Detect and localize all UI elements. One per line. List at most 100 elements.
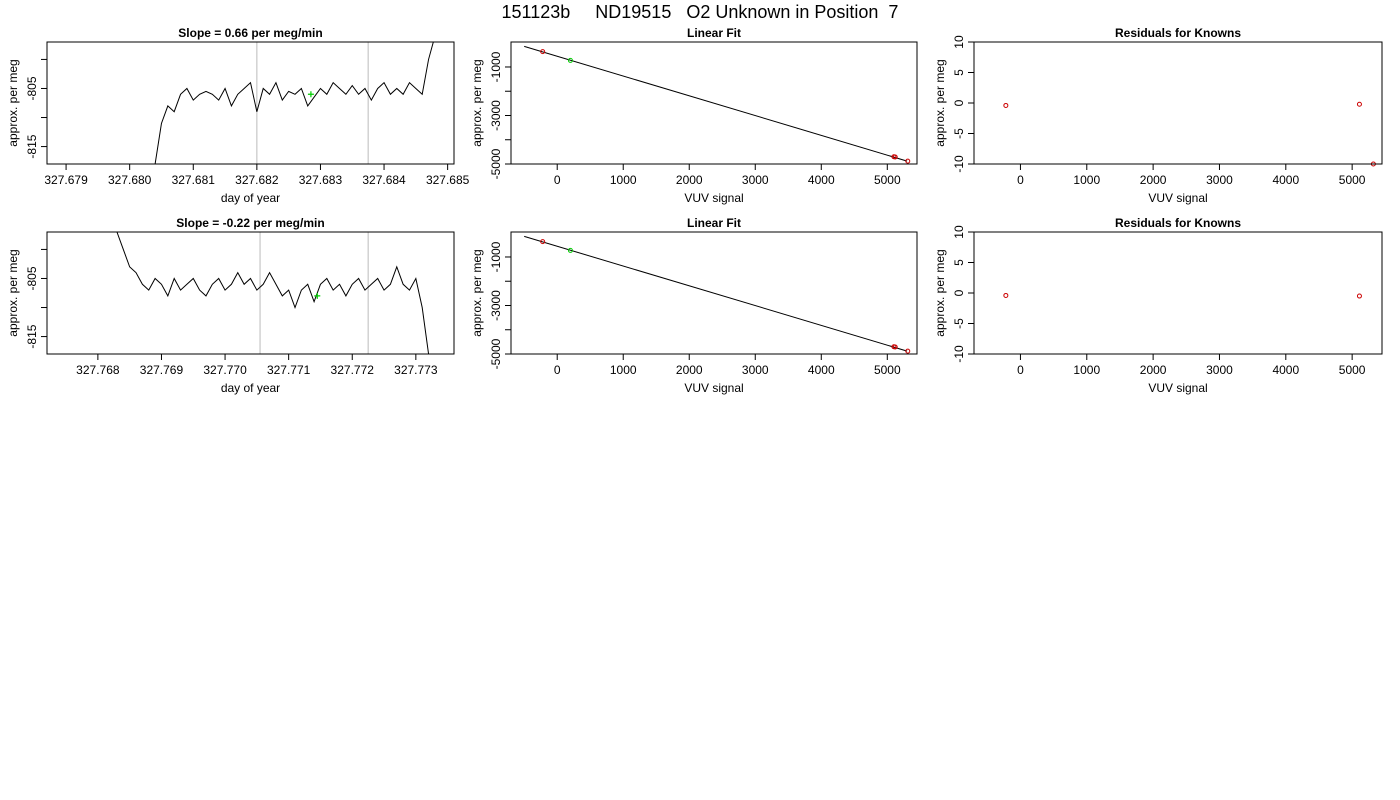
panel-residuals-1: Residuals for Knowns VUV signal approx. pe… — [933, 26, 1383, 205]
series-line — [116, 232, 430, 354]
panel-residuals-2: Residuals for Knowns VUV signal approx. pe… — [933, 216, 1383, 395]
y-tick-label: 5 — [952, 69, 966, 76]
x-tick-label: 1000 — [1073, 173, 1100, 187]
panel-title: Linear Fit — [687, 216, 741, 230]
fit-line — [524, 45, 908, 162]
plot-frame — [46, 231, 455, 355]
x-tick-label: 4000 — [808, 363, 835, 377]
y-tick-label: 10 — [952, 225, 966, 239]
panel-time-series-2: Slope = -0.22 per meg/min day of year appr… — [6, 216, 455, 395]
y-tick-label: -1000 — [489, 51, 503, 82]
residual-point — [1356, 101, 1362, 107]
x-tick-label: 5000 — [1339, 173, 1366, 187]
x-tick-label: 327.770 — [203, 363, 247, 377]
known-point — [892, 344, 898, 350]
x-tick-label: 1000 — [610, 173, 637, 187]
y-tick-label: 0 — [952, 99, 966, 106]
x-tick-label: 5000 — [1339, 363, 1366, 377]
y-tick-label: -805 — [25, 76, 39, 100]
x-tick-label: 327.771 — [267, 363, 311, 377]
known-point — [905, 348, 911, 354]
x-tick-label: 2000 — [1140, 173, 1167, 187]
x-tick-label: 327.681 — [172, 173, 216, 187]
x-tick-label: 3000 — [742, 173, 769, 187]
x-axis-label: day of year — [221, 191, 280, 205]
x-tick-label: 4000 — [1272, 173, 1299, 187]
y-tick-label: -5 — [952, 128, 966, 139]
x-tick-label: 2000 — [676, 363, 703, 377]
series-line — [154, 42, 434, 164]
x-tick-label: 327.680 — [108, 173, 152, 187]
y-tick-label: -815 — [25, 324, 39, 348]
panel-time-series-1: Slope = 0.66 per meg/min day of year appro… — [6, 26, 470, 205]
plot-area — [154, 42, 434, 164]
plot-frame — [510, 41, 918, 165]
x-tick-label: 0 — [554, 363, 561, 377]
x-tick-label: 327.679 — [44, 173, 88, 187]
page-title: 151123b ND19515 O2 Unknown in Position 7 — [501, 2, 899, 22]
y-axis-label: approx. per meg — [470, 249, 484, 336]
panel-title: Slope = -0.22 per meg/min — [176, 216, 324, 230]
y-tick-label: -5000 — [489, 148, 503, 179]
panel-title: Slope = 0.66 per meg/min — [178, 26, 322, 40]
x-tick-label: 0 — [554, 173, 561, 187]
fit-line — [524, 235, 908, 352]
x-axis-label: VUV signal — [1148, 191, 1207, 205]
plot-area — [524, 45, 911, 164]
y-axis-label: approx. per meg — [6, 59, 20, 146]
y-tick-label: -10 — [952, 345, 966, 363]
x-tick-label: 327.684 — [362, 173, 406, 187]
plot-frame — [510, 231, 918, 355]
panel-linear-fit-1: Linear Fit VUV signal approx. per meg 0 1000… — [470, 26, 918, 205]
x-tick-label: 5000 — [874, 363, 901, 377]
x-tick-label: 2000 — [1140, 363, 1167, 377]
x-tick-label: 4000 — [808, 173, 835, 187]
x-axis-label: VUV signal — [1148, 381, 1207, 395]
unknown-point — [567, 247, 573, 253]
y-tick-label: -805 — [25, 266, 39, 290]
y-tick-label: -815 — [25, 134, 39, 158]
y-tick-label: -10 — [952, 155, 966, 173]
known-point — [540, 49, 546, 55]
panel-title: Residuals for Knowns — [1115, 26, 1241, 40]
x-tick-label: 3000 — [1206, 173, 1233, 187]
known-point — [905, 158, 911, 164]
x-axis-label: day of year — [221, 381, 280, 395]
residual-point — [1003, 102, 1009, 108]
unknown-marker — [307, 91, 314, 98]
panel-title: Residuals for Knowns — [1115, 216, 1241, 230]
unknown-marker — [314, 292, 321, 299]
x-tick-label: 4000 — [1272, 363, 1299, 377]
x-axis-label: VUV signal — [684, 191, 743, 205]
y-axis-label: approx. per meg — [933, 59, 947, 146]
x-tick-label: 1000 — [610, 363, 637, 377]
y-tick-label: -5 — [952, 318, 966, 329]
plot-frame — [973, 41, 1383, 165]
x-tick-label: 327.682 — [235, 173, 279, 187]
y-axis-label: approx. per meg — [6, 249, 20, 336]
x-tick-label: 1000 — [1073, 363, 1100, 377]
y-tick-label: 5 — [952, 259, 966, 266]
residual-point — [1356, 293, 1362, 299]
x-tick-label: 3000 — [1206, 363, 1233, 377]
x-tick-label: 0 — [1017, 363, 1024, 377]
y-tick-label: -3000 — [489, 290, 503, 321]
y-tick-label: -3000 — [489, 100, 503, 131]
x-tick-label: 5000 — [874, 173, 901, 187]
x-tick-label: 0 — [1017, 173, 1024, 187]
x-tick-label: 327.769 — [140, 363, 184, 377]
y-tick-label: -5000 — [489, 338, 503, 369]
x-tick-label: 327.773 — [394, 363, 438, 377]
known-point — [540, 239, 546, 245]
plot-frame — [46, 41, 455, 165]
x-tick-label: 327.685 — [426, 173, 470, 187]
x-tick-label: 2000 — [676, 173, 703, 187]
x-tick-label: 3000 — [742, 363, 769, 377]
plot-area — [524, 235, 911, 354]
x-tick-label: 327.768 — [76, 363, 120, 377]
known-point — [892, 154, 898, 160]
residual-point — [1003, 292, 1009, 298]
y-tick-label: 10 — [952, 35, 966, 49]
x-tick-label: 327.772 — [331, 363, 375, 377]
